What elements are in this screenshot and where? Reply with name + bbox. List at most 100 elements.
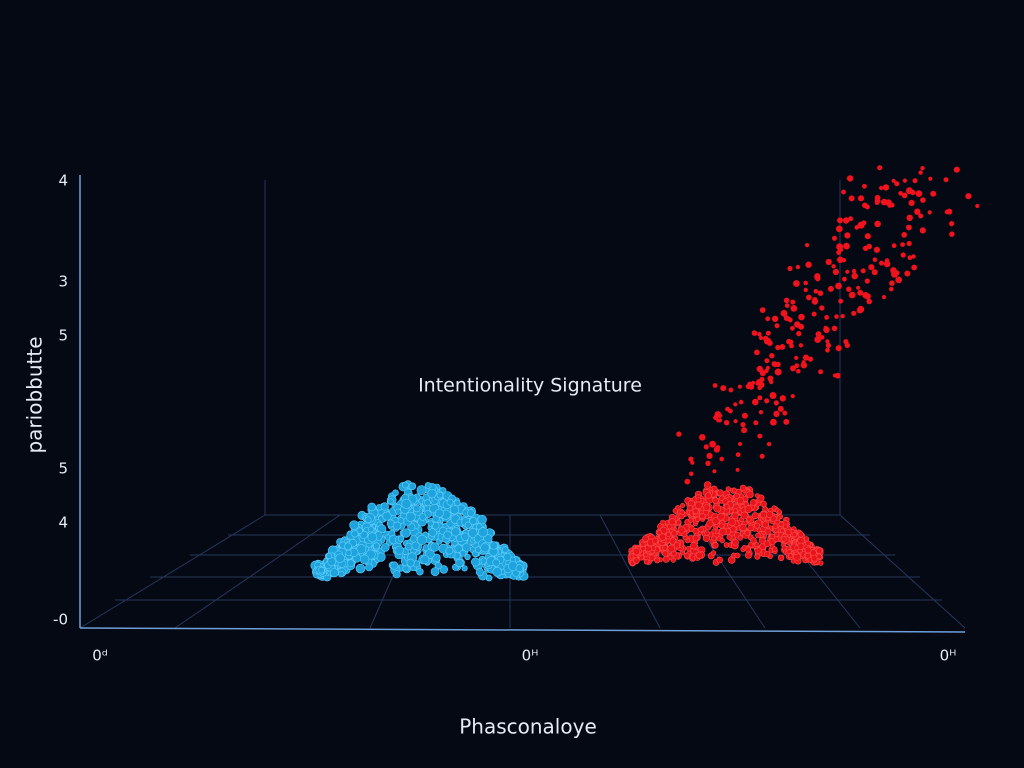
- particle: [920, 166, 925, 171]
- x-tick-label: 0ᵈ: [92, 647, 108, 665]
- particle: [461, 565, 468, 572]
- particle: [872, 257, 878, 263]
- particle: [756, 365, 763, 373]
- particle: [735, 452, 741, 458]
- particle: [798, 313, 805, 321]
- particle: [632, 547, 641, 556]
- particle: [766, 441, 772, 447]
- particle: [712, 383, 718, 388]
- particle: [477, 527, 488, 538]
- particle: [492, 566, 503, 577]
- y-axis-label: pariobbutte: [23, 336, 47, 453]
- particle: [868, 264, 875, 271]
- particle: [906, 224, 912, 231]
- particle: [712, 469, 717, 474]
- particle: [731, 487, 737, 493]
- particle: [780, 309, 788, 317]
- particle: [704, 492, 712, 499]
- particle: [688, 517, 694, 523]
- particle: [365, 563, 373, 572]
- particle: [758, 381, 765, 388]
- particle: [477, 514, 487, 525]
- particle: [734, 552, 741, 559]
- particle: [877, 165, 883, 171]
- particle: [699, 434, 706, 441]
- particle: [904, 270, 911, 277]
- particle: [832, 235, 837, 241]
- particle: [765, 365, 771, 370]
- particle: [733, 492, 740, 500]
- particle: [698, 526, 704, 533]
- particle: [796, 368, 801, 374]
- particle: [795, 264, 801, 270]
- particle: [857, 289, 864, 296]
- particle: [467, 509, 475, 517]
- particle: [774, 368, 782, 376]
- particle: [451, 527, 461, 537]
- particle: [416, 534, 428, 546]
- particle: [662, 544, 668, 551]
- particle: [891, 178, 896, 183]
- particle: [975, 203, 980, 209]
- particle: [318, 566, 325, 574]
- particle: [736, 497, 744, 505]
- particle: [914, 208, 921, 215]
- particle: [719, 456, 724, 462]
- particle: [732, 508, 738, 514]
- particle: [419, 513, 427, 521]
- particle: [837, 217, 843, 224]
- particle: [790, 305, 798, 312]
- particle: [744, 505, 753, 514]
- particle: [741, 427, 748, 434]
- particle: [812, 297, 818, 303]
- particle: [764, 358, 770, 364]
- particle: [694, 501, 703, 510]
- y-tick-label: 4: [58, 514, 68, 532]
- particle: [387, 498, 394, 505]
- particle: [807, 356, 814, 362]
- particle: [737, 535, 744, 541]
- particle: [712, 517, 720, 525]
- particle: [338, 570, 345, 578]
- particle: [824, 315, 829, 320]
- particle: [844, 232, 851, 239]
- particle: [367, 526, 375, 533]
- particle: [794, 363, 800, 369]
- particle: [771, 315, 779, 322]
- particle: [750, 537, 757, 544]
- particle: [395, 508, 402, 515]
- particle: [815, 331, 822, 338]
- y-tick-label: -0: [53, 611, 68, 629]
- particle: [802, 354, 810, 361]
- particle: [753, 420, 759, 426]
- particle: [739, 484, 747, 492]
- particle: [831, 325, 838, 332]
- particle: [346, 559, 355, 568]
- particle: [740, 511, 749, 520]
- particle: [718, 522, 725, 529]
- particle: [818, 369, 824, 375]
- particle: [835, 345, 842, 352]
- particle: [851, 272, 858, 280]
- floor-line: [839, 514, 966, 629]
- particle: [894, 181, 900, 187]
- particle: [380, 502, 389, 511]
- particle: [758, 335, 764, 341]
- particle: [648, 554, 656, 561]
- particle: [755, 493, 760, 498]
- particle: [658, 533, 667, 541]
- particle: [895, 276, 903, 284]
- particle: [711, 535, 717, 542]
- particle: [834, 314, 839, 319]
- particle: [836, 250, 842, 255]
- particle: [912, 178, 918, 184]
- particle: [779, 344, 786, 350]
- particle: [864, 204, 870, 210]
- particle: [848, 195, 855, 202]
- particle: [918, 170, 923, 175]
- particle: [430, 567, 440, 577]
- x-tick-label: 0ᴴ: [940, 647, 957, 665]
- particle: [643, 552, 649, 558]
- particle: [738, 442, 742, 446]
